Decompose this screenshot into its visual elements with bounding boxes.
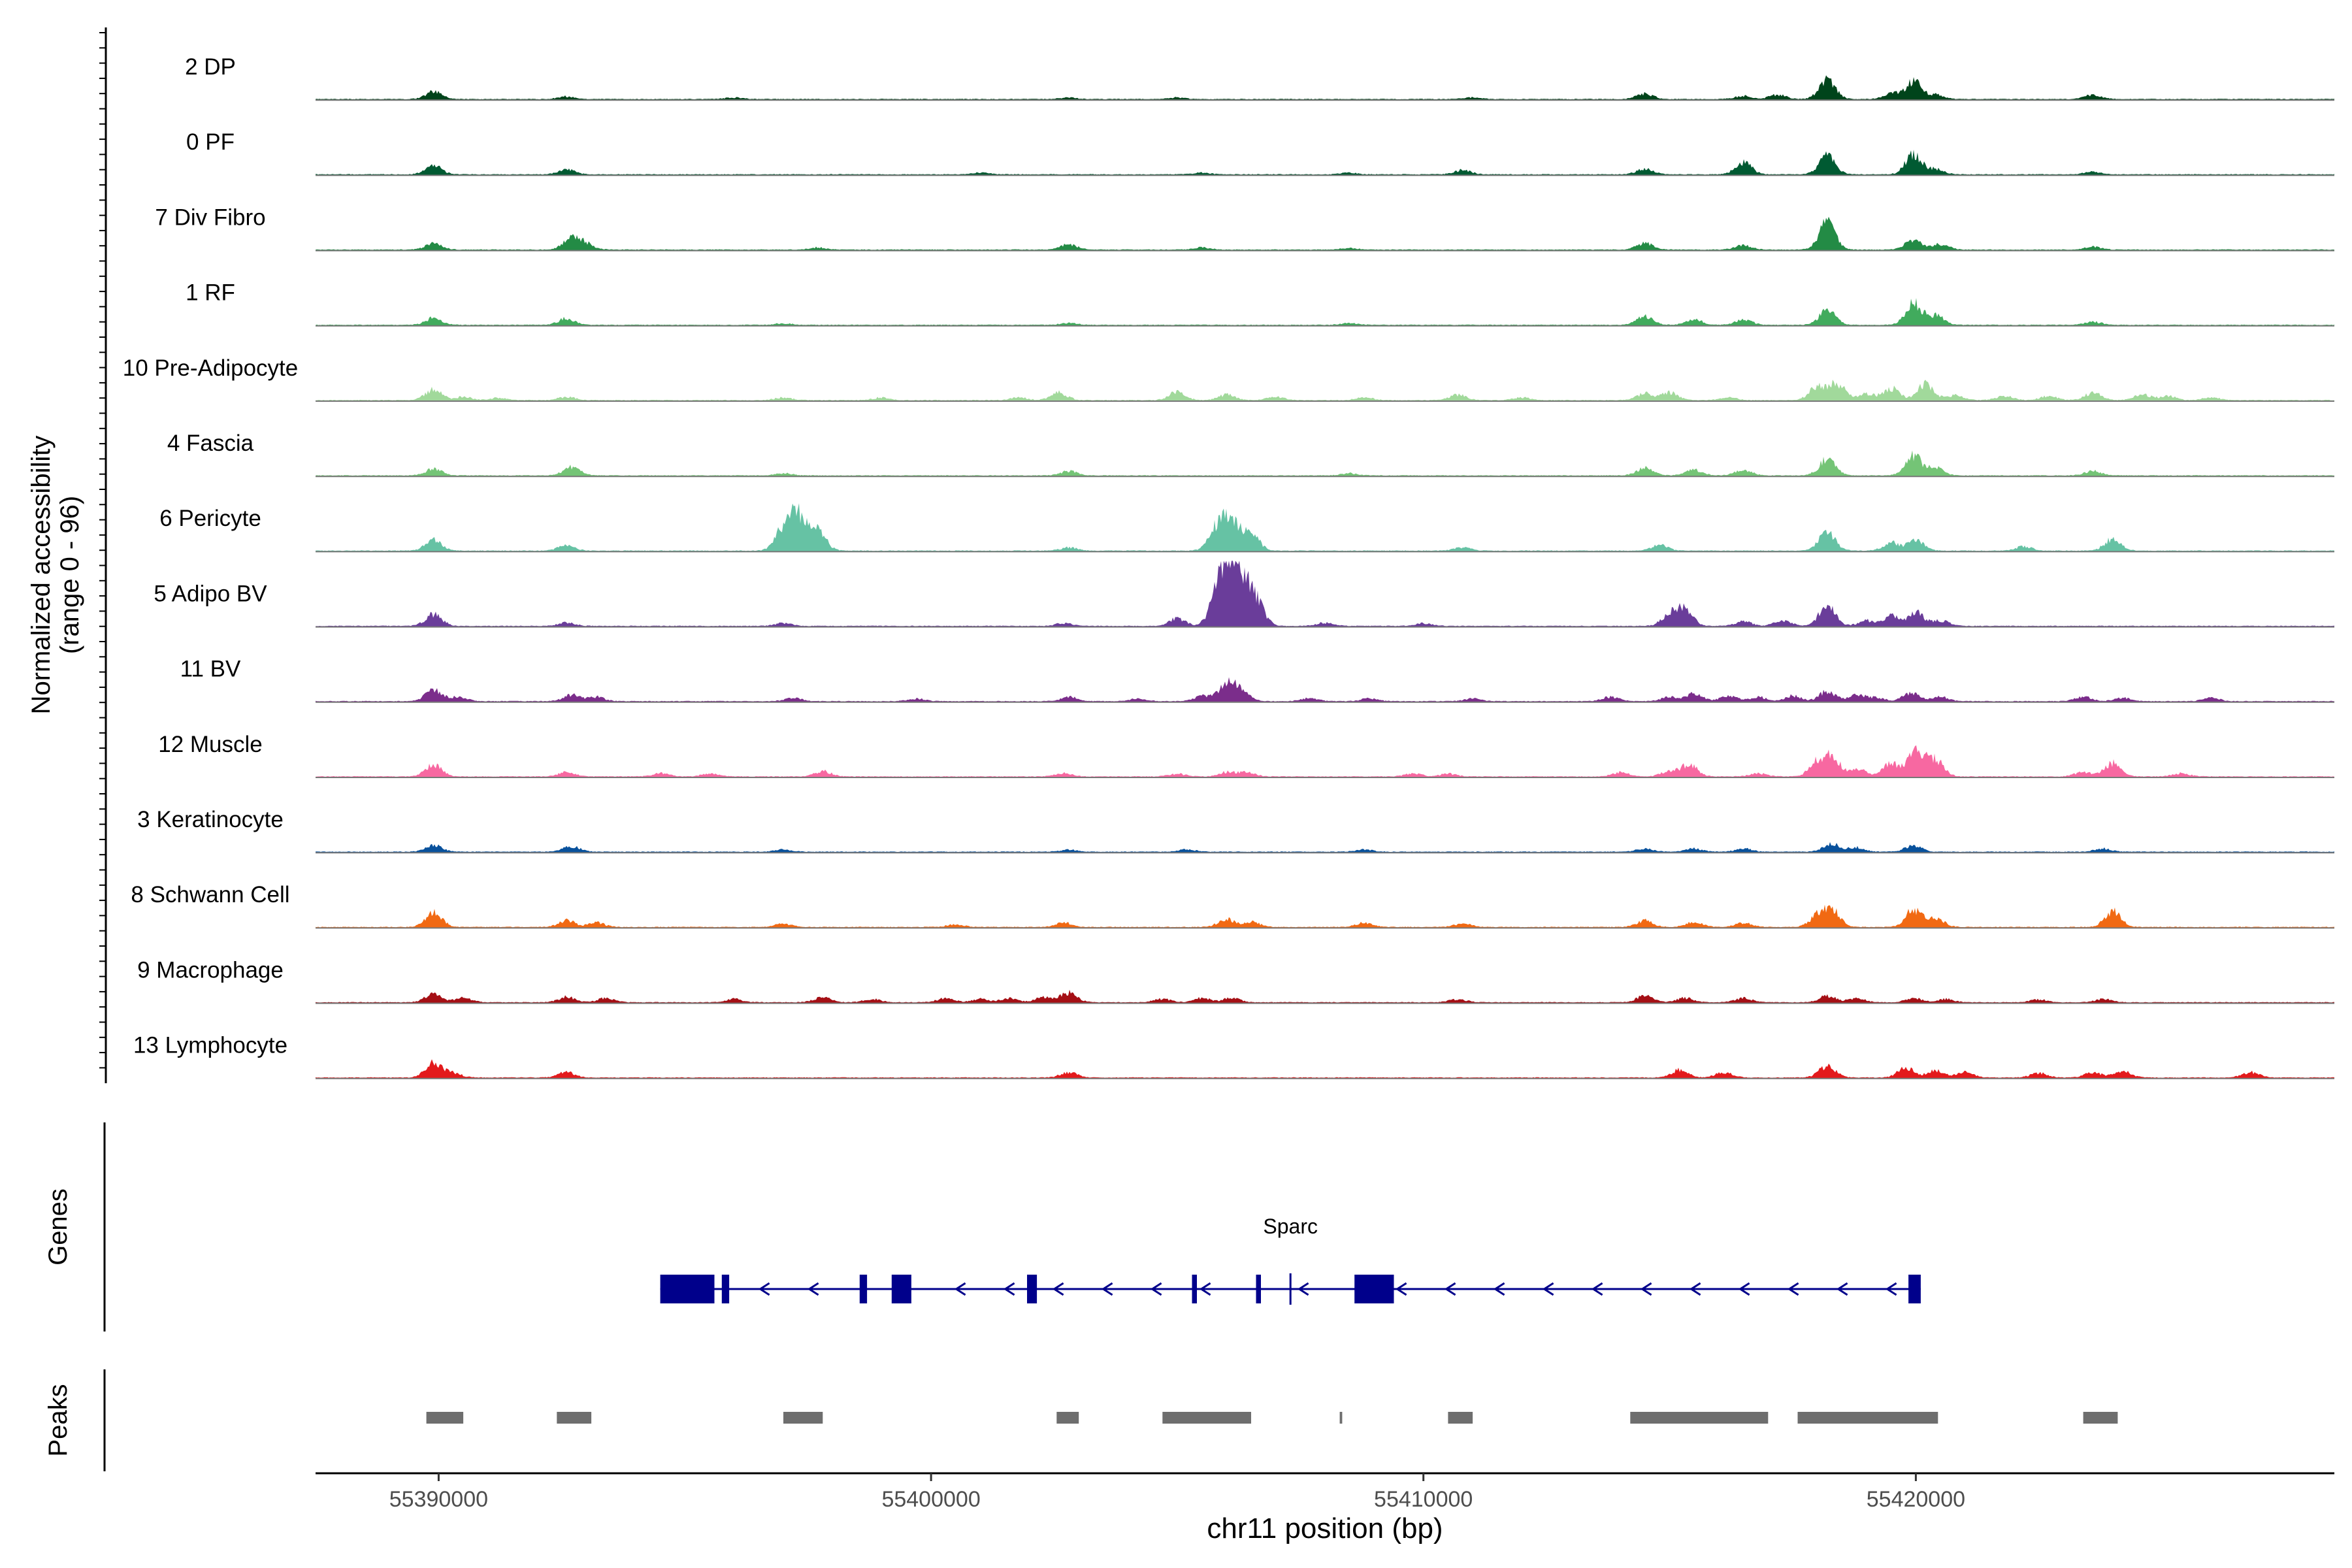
coverage-area [316, 1059, 2334, 1079]
track-label: 5 Adipo BV [154, 581, 267, 606]
track-label: 11 BV [180, 657, 241, 682]
peaks-track-label: Peaks [44, 1384, 73, 1456]
track-label: 3 Keratinocyte [137, 807, 284, 832]
track-4-fascia: 4 Fascia [167, 431, 2334, 478]
gene-exon [721, 1275, 730, 1303]
track-label: 4 Fascia [167, 431, 254, 456]
gene-exon [859, 1275, 868, 1303]
coverage-area [316, 677, 2334, 702]
x-tick-label: 55410000 [1374, 1487, 1473, 1512]
strand-arrow [1395, 1282, 1407, 1296]
track-7-div-fibro: 7 Div Fibro [155, 204, 2334, 252]
strand-arrow [1052, 1282, 1064, 1296]
strand-arrow [1640, 1282, 1652, 1296]
strand-arrow [807, 1282, 819, 1296]
track-2-dp: 2 DP [185, 54, 2334, 101]
strand-arrow [1003, 1282, 1015, 1296]
track-12-muscle: 12 Muscle [158, 732, 2334, 778]
gene-exon [891, 1275, 911, 1303]
strand-arrow [1101, 1282, 1113, 1296]
track-label: 7 Div Fibro [155, 204, 265, 230]
track-3-keratinocyte: 3 Keratinocyte [137, 807, 2334, 854]
peak-region [1056, 1412, 1079, 1424]
strand-arrow [1787, 1282, 1799, 1296]
strand-arrow [1199, 1282, 1211, 1296]
peaks-track [426, 1412, 2118, 1424]
track-label: 10 Pre-Adipocyte [123, 355, 298, 381]
track-1-rf: 1 RF [186, 280, 2334, 327]
track-9-macrophage: 9 Macrophage [137, 957, 2334, 1004]
track-13-lymphocyte: 13 Lymphocyte [133, 1033, 2334, 1079]
coverage-area [316, 989, 2334, 1004]
track-label: 0 PF [186, 129, 235, 155]
track-label: 13 Lymphocyte [133, 1033, 287, 1058]
track-label: 6 Pericyte [159, 506, 261, 531]
strand-arrow [758, 1282, 770, 1296]
strand-arrow [1444, 1282, 1456, 1296]
track-0-pf: 0 PF [186, 129, 2334, 176]
gene-exon [660, 1275, 715, 1303]
x-axis-label: chr11 position (bp) [1207, 1512, 1443, 1544]
strand-arrow [1689, 1282, 1701, 1296]
x-axis: 55390000 55400000 55410000 55420000 [316, 1472, 2334, 1512]
strand-arrow [1542, 1282, 1554, 1296]
coverage-area [316, 380, 2334, 401]
peak-region [2083, 1412, 2118, 1424]
strand-arrow [1297, 1282, 1309, 1296]
peak-region [1448, 1412, 1473, 1424]
gene-exon [1192, 1275, 1197, 1303]
strand-arrow [954, 1282, 966, 1296]
peak-region [426, 1412, 464, 1424]
track-5-adipo-bv: 5 Adipo BV [154, 561, 2334, 628]
coverage-tracks: 2 DP 0 PF 7 Div Fibro 1 RF 10 Pre-Adipocyte 4… [123, 54, 2334, 1079]
coverage-area [316, 561, 2334, 627]
gene-exon [1256, 1275, 1261, 1303]
strand-arrow [1885, 1282, 1897, 1296]
track-label: 8 Schwann Cell [131, 882, 289, 907]
track-label: 9 Macrophage [137, 957, 284, 983]
y-axis-label-line2: (range 0 - 96) [56, 496, 84, 654]
x-tick-label: 55420000 [1867, 1487, 1965, 1512]
peak-region [1162, 1412, 1251, 1424]
x-tick-label: 55390000 [389, 1487, 488, 1512]
peak-region [783, 1412, 823, 1424]
genes-track: Sparc [660, 1215, 1921, 1305]
peak-region [1339, 1412, 1343, 1424]
gene-exon [1354, 1275, 1394, 1303]
y-axis [99, 27, 107, 1083]
track-label: 2 DP [185, 54, 236, 80]
gene-exon [1908, 1275, 1921, 1303]
genes-track-label: Genes [44, 1188, 73, 1266]
coverage-area [316, 841, 2334, 853]
coverage-area [316, 904, 2334, 928]
coverage-area [316, 75, 2334, 101]
track-8-schwann-cell: 8 Schwann Cell [131, 882, 2334, 929]
strand-arrow [1738, 1282, 1750, 1296]
track-label: 12 Muscle [158, 732, 263, 757]
strand-arrow [1493, 1282, 1505, 1296]
x-tick-label: 55400000 [881, 1487, 980, 1512]
coverage-area [316, 503, 2334, 552]
peak-region [1797, 1412, 1938, 1424]
coverage-area [316, 745, 2334, 777]
track-10-pre-adipocyte: 10 Pre-Adipocyte [123, 355, 2334, 402]
peak-region [1630, 1412, 1769, 1424]
coverage-area [316, 298, 2334, 326]
track-6-pericyte: 6 Pericyte [159, 503, 2334, 553]
strand-arrow [1150, 1282, 1162, 1296]
strand-arrow [1836, 1282, 1848, 1296]
coverage-area [316, 216, 2334, 251]
coverage-area [316, 450, 2334, 477]
peak-region [557, 1412, 592, 1424]
coverage-area [316, 150, 2334, 176]
track-11-bv: 11 BV [180, 657, 2334, 703]
y-axis-label-line1: Normalized accessibility [27, 436, 56, 715]
track-label: 1 RF [186, 280, 235, 306]
gene-name-label: Sparc [1263, 1215, 1318, 1238]
gene-exon [1027, 1275, 1037, 1303]
strand-arrow [1591, 1282, 1603, 1296]
